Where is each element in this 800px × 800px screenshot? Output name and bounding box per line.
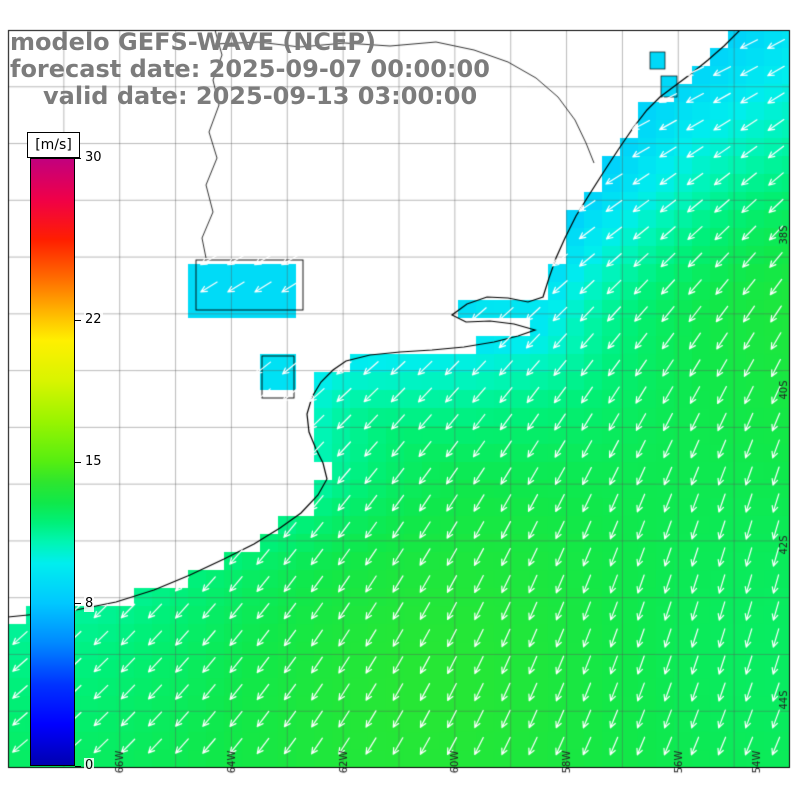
- valid-date-text: valid date: 2025-09-13 03:00:00: [43, 82, 478, 110]
- colorbar-unit-label: [m/s]: [27, 132, 80, 158]
- forecast-date-text: forecast date: 2025-09-07 00:00:00: [10, 55, 490, 83]
- plot-header: modelo GEFS-WAVE (NCEP) forecast date: 2…: [10, 29, 490, 110]
- model-title: modelo GEFS-WAVE (NCEP): [10, 28, 376, 56]
- colorbar: [30, 158, 75, 766]
